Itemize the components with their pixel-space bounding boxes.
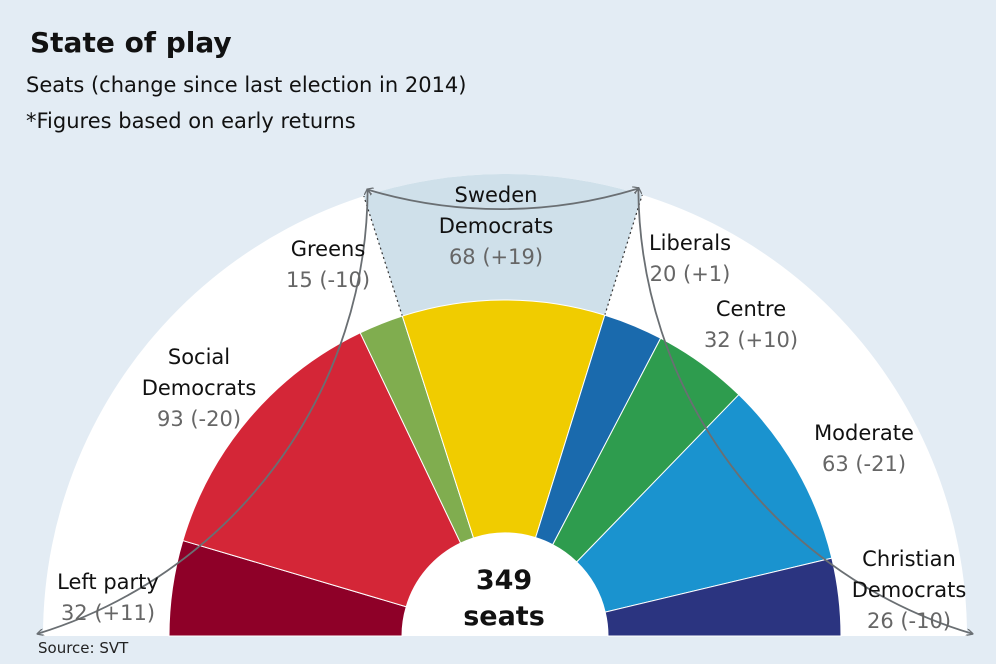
party-seats: 15 (-10) <box>286 268 370 292</box>
chart-title: State of play <box>30 26 232 59</box>
party-seats: 63 (-21) <box>822 452 906 476</box>
party-name: Sweden <box>455 183 538 207</box>
party-name: Left party <box>57 570 159 594</box>
arrows <box>38 188 972 633</box>
arrow-left <box>38 190 368 634</box>
label-liberals: Liberals 20 (+1) <box>649 231 731 286</box>
party-seats: 20 (+1) <box>650 262 731 286</box>
label-left-party: Left party 32 (+11) <box>57 570 159 625</box>
label-centre: Centre 32 (+10) <box>704 297 798 352</box>
chart-note: *Figures based on early returns <box>26 109 356 133</box>
arrow-middle <box>368 188 639 210</box>
center-hole <box>402 533 608 636</box>
arrow-right <box>638 188 972 633</box>
party-name: Liberals <box>649 231 731 255</box>
party-name: Social <box>168 345 230 369</box>
source-note: Source: SVT <box>38 639 129 657</box>
party-seats: 68 (+19) <box>449 245 543 269</box>
party-name: Greens <box>291 237 366 261</box>
total-seats-value: 349 <box>476 565 532 596</box>
label-moderate: Moderate 63 (-21) <box>814 421 914 476</box>
chart-subtitle: Seats (change since last election in 201… <box>26 73 466 97</box>
slice-labels: Left party 32 (+11) Social Democrats 93 (-20… <box>57 183 966 633</box>
party-seats: 32 (+10) <box>704 328 798 352</box>
total-seats-label: seats <box>463 601 545 632</box>
highlight-band <box>363 173 643 321</box>
label-christian-democrats: Christian Democrats 26 (-10) <box>852 547 967 633</box>
label-social-democrats: Social Democrats 93 (-20) <box>142 345 257 431</box>
party-name: Centre <box>716 297 786 321</box>
party-name: Democrats <box>852 578 967 602</box>
party-seats: 26 (-10) <box>867 609 951 633</box>
center-hole-disc <box>402 533 608 636</box>
party-name: Moderate <box>814 421 914 445</box>
party-name: Democrats <box>142 376 257 400</box>
party-name: Democrats <box>439 214 554 238</box>
party-seats: 32 (+11) <box>61 601 155 625</box>
party-seats: 93 (-20) <box>157 407 241 431</box>
label-sweden-democrats: Sweden Democrats 68 (+19) <box>439 183 554 269</box>
label-greens: Greens 15 (-10) <box>286 237 370 292</box>
party-name: Christian <box>862 547 956 571</box>
